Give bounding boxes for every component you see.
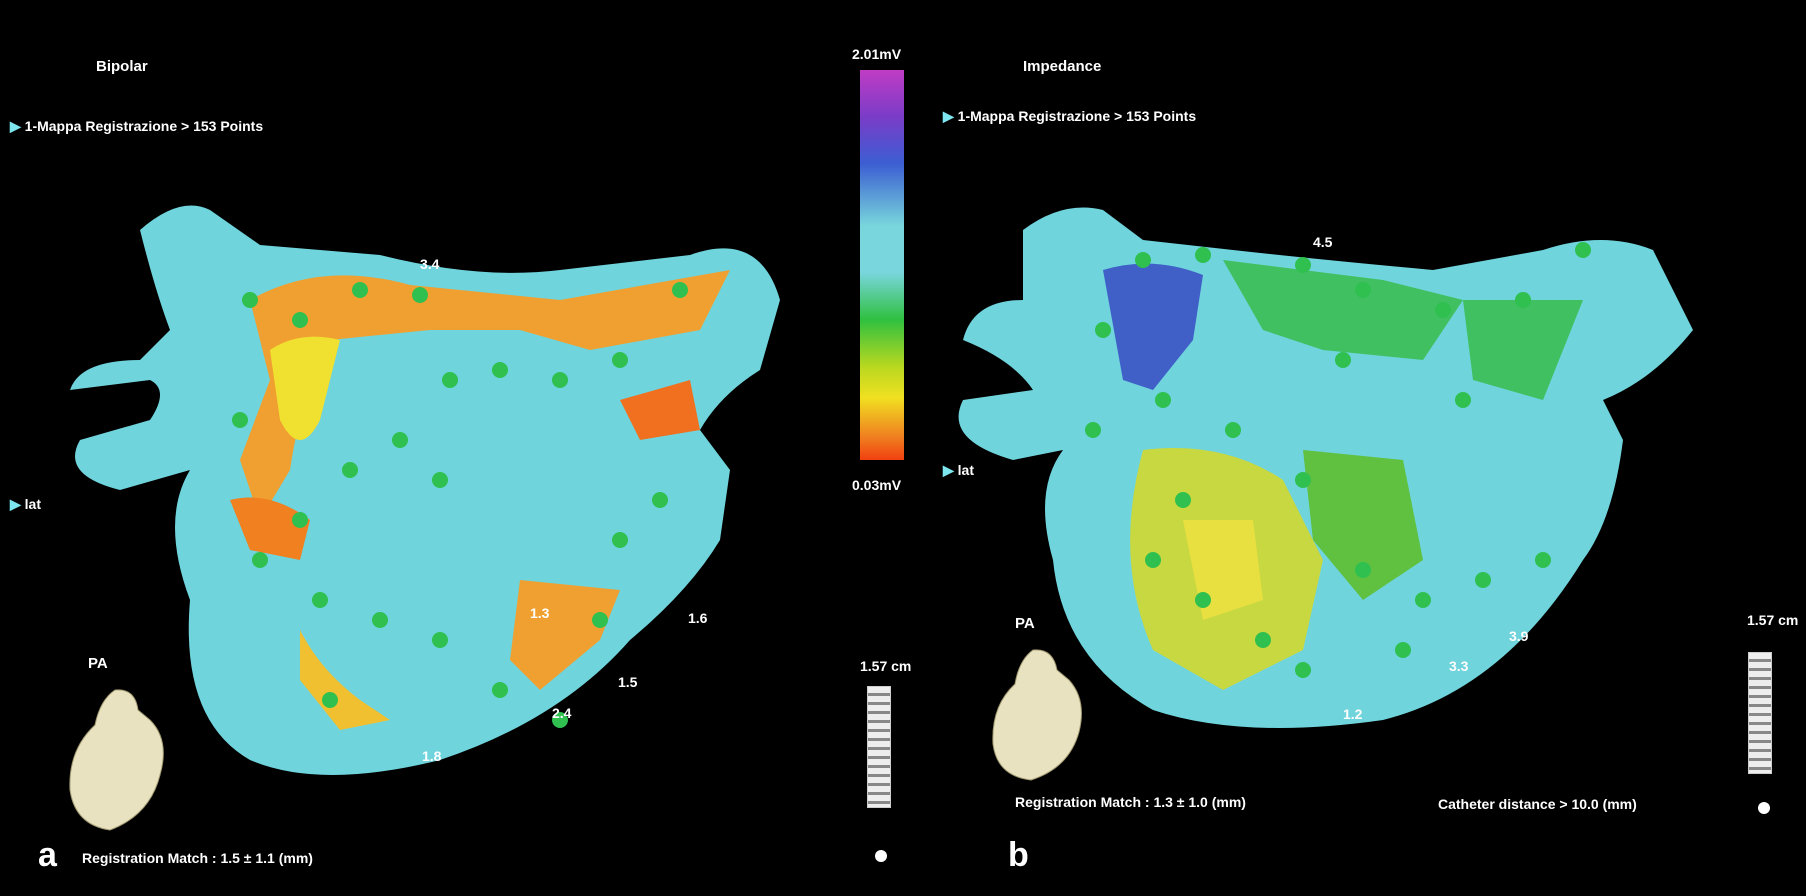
point-value: 1.2: [1343, 706, 1363, 722]
high-impedance-region: [1103, 263, 1203, 390]
impedance-map: [958, 207, 1693, 728]
point-value: 3.9: [1509, 628, 1529, 644]
panel-letter: a: [38, 836, 57, 874]
scar-region: [230, 497, 310, 560]
mapping-points: [232, 282, 688, 728]
registration-match: Registration Match : 1.5 ± 1.1 (mm): [82, 850, 313, 866]
marker-dot: [1758, 802, 1770, 814]
catheter-distance: Catheter distance > 10.0 (mm): [1438, 796, 1637, 812]
scale-bar: [1748, 652, 1772, 774]
color-scale-min: 0.03mV: [852, 477, 902, 493]
map-label: ▶ 1-Mappa Registrazione > 153 Points: [943, 108, 1197, 124]
panel-title: Bipolar: [96, 58, 148, 75]
scale-label: 1.57 cm: [1747, 612, 1799, 628]
border-zone-region: [300, 630, 390, 730]
panel-a: Bipolar ▶ 1-Mappa Registrazione > 153 Po…: [10, 58, 911, 874]
low-voltage-region: [510, 580, 620, 690]
map-label: ▶ 1-Mappa Registrazione > 153 Points: [10, 118, 264, 134]
marker-dot: [875, 850, 887, 862]
heart-orientation-icon: [69, 689, 164, 831]
point-value: 4.5: [1313, 234, 1333, 250]
point-value: 1.6: [688, 610, 708, 626]
color-scale-max: 2.01mV: [852, 46, 902, 62]
mapping-points: [1085, 242, 1591, 678]
panel-title: Impedance: [1023, 58, 1102, 75]
point-value: 3.4: [420, 256, 440, 272]
side-label: ▶ lat: [943, 462, 974, 478]
low-voltage-region: [240, 270, 730, 520]
point-value: 1.3: [530, 605, 550, 621]
border-zone-region: [270, 336, 340, 440]
bipolar-voltage-map: [70, 205, 780, 775]
heart-orientation-icon: [992, 649, 1082, 781]
view-label: PA: [1015, 615, 1035, 632]
view-label: PA: [88, 655, 108, 672]
scale-label: 1.57 cm: [860, 658, 912, 674]
voltage-color-scale: [860, 70, 904, 460]
impedance-region: [1303, 450, 1423, 600]
point-value: 2.4: [552, 705, 572, 721]
scar-region: [620, 380, 700, 440]
point-value: 1.5: [618, 674, 638, 690]
impedance-region: [1463, 300, 1583, 400]
registration-match: Registration Match : 1.3 ± 1.0 (mm): [1015, 794, 1246, 810]
point-value: 1.8: [422, 748, 442, 764]
point-value: 3.3: [1449, 658, 1469, 674]
panel-letter: b: [1008, 836, 1029, 874]
side-label: ▶ lat: [10, 496, 41, 512]
impedance-region: [1223, 260, 1463, 360]
panel-b: Impedance ▶ 1-Mappa Registrazione > 153 …: [903, 0, 1806, 896]
scale-bar: [867, 686, 891, 808]
